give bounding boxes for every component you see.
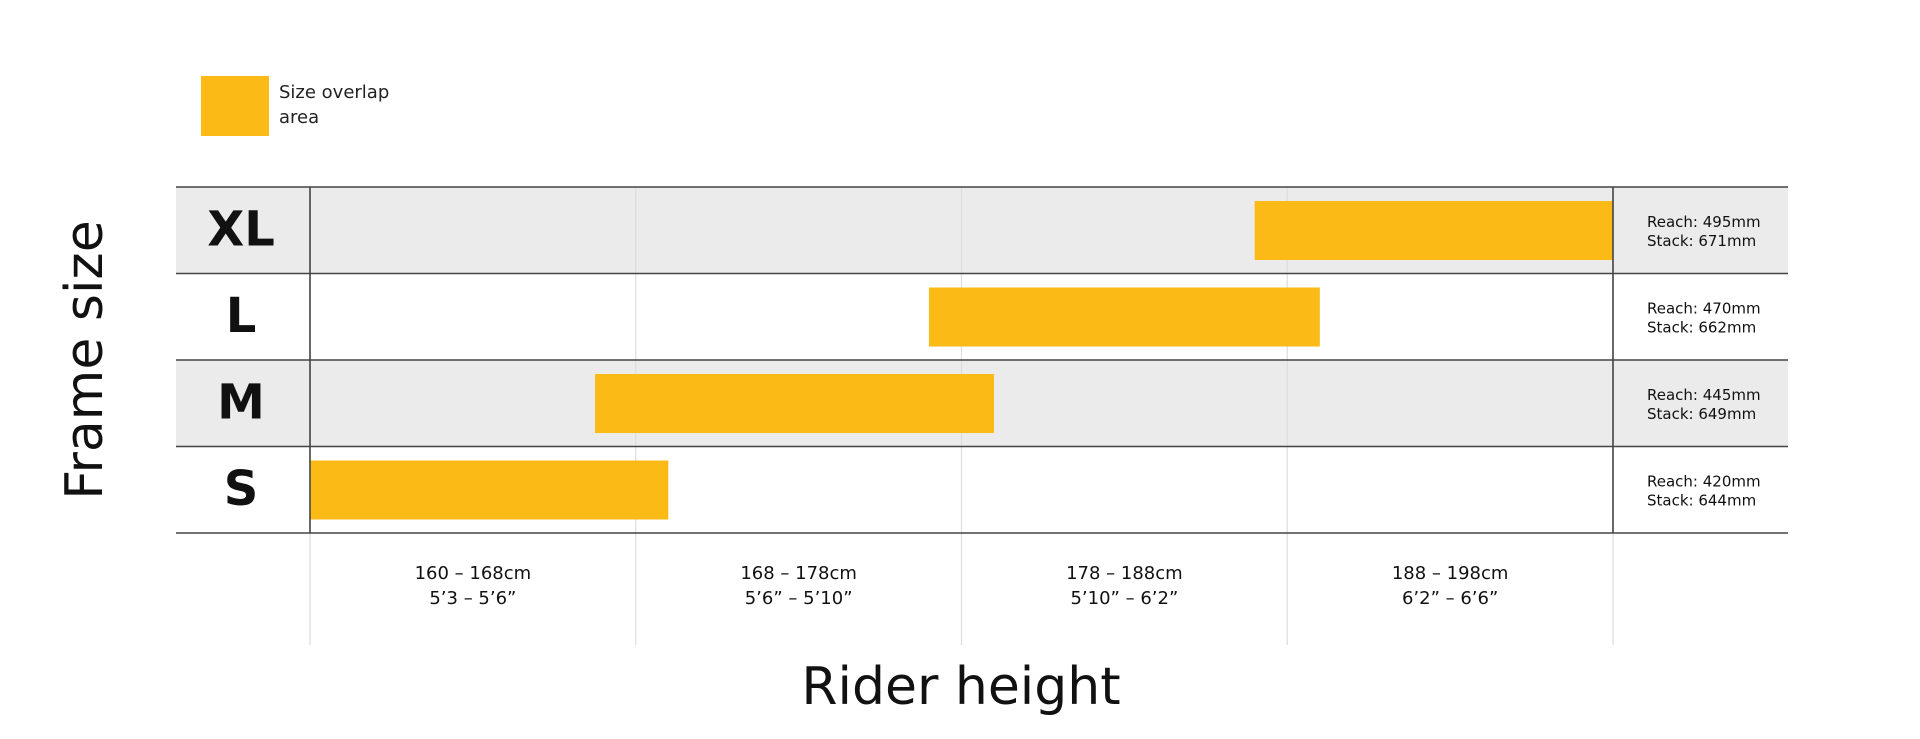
reach-label: Reach: 445mm: [1647, 386, 1761, 404]
x-axis-title: Rider height: [801, 657, 1120, 717]
x-band-label: 5’10” – 6’2”: [1070, 588, 1178, 609]
size-bar: [928, 287, 1320, 347]
reach-label: Reach: 470mm: [1647, 299, 1761, 317]
frame-size-label: M: [217, 374, 265, 430]
stack-label: Stack: 671mm: [1647, 232, 1756, 250]
frame-size-label: L: [226, 288, 257, 344]
frame: [176, 186, 1788, 534]
x-band-label: 188 – 198cm: [1392, 563, 1509, 584]
frame-size-label: XL: [207, 201, 275, 257]
stack-label: Stack: 649mm: [1647, 405, 1756, 423]
x-band-label: 5’6” – 5’10”: [745, 588, 853, 609]
x-band-label: 178 – 188cm: [1066, 563, 1183, 584]
x-band-label: 160 – 168cm: [415, 563, 532, 584]
legend-label: Size overlap area: [279, 82, 390, 128]
x-band-label: 5’3 – 5’6”: [429, 588, 516, 609]
size-bar: [1254, 201, 1613, 260]
reach-label: Reach: 420mm: [1647, 472, 1761, 490]
bars: [310, 201, 1613, 520]
stack-label: Stack: 662mm: [1647, 318, 1756, 336]
x-band-label: 168 – 178cm: [740, 563, 857, 584]
size-bar: [595, 374, 995, 433]
y-axis-title: Frame size: [55, 220, 115, 499]
frame-size-label: S: [224, 461, 259, 517]
x-band-label: 6’2” – 6’6”: [1402, 588, 1498, 609]
reach-label: Reach: 495mm: [1647, 213, 1761, 231]
stack-label: Stack: 644mm: [1647, 491, 1756, 509]
size-bar: [310, 460, 669, 520]
legend-swatch: [201, 76, 269, 136]
